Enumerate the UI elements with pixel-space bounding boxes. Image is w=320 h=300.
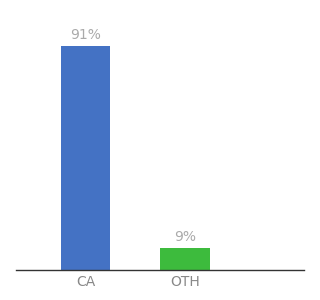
Bar xyxy=(61,46,110,270)
Text: 91%: 91% xyxy=(70,28,101,43)
Text: 9%: 9% xyxy=(174,230,196,244)
Bar xyxy=(160,248,210,270)
